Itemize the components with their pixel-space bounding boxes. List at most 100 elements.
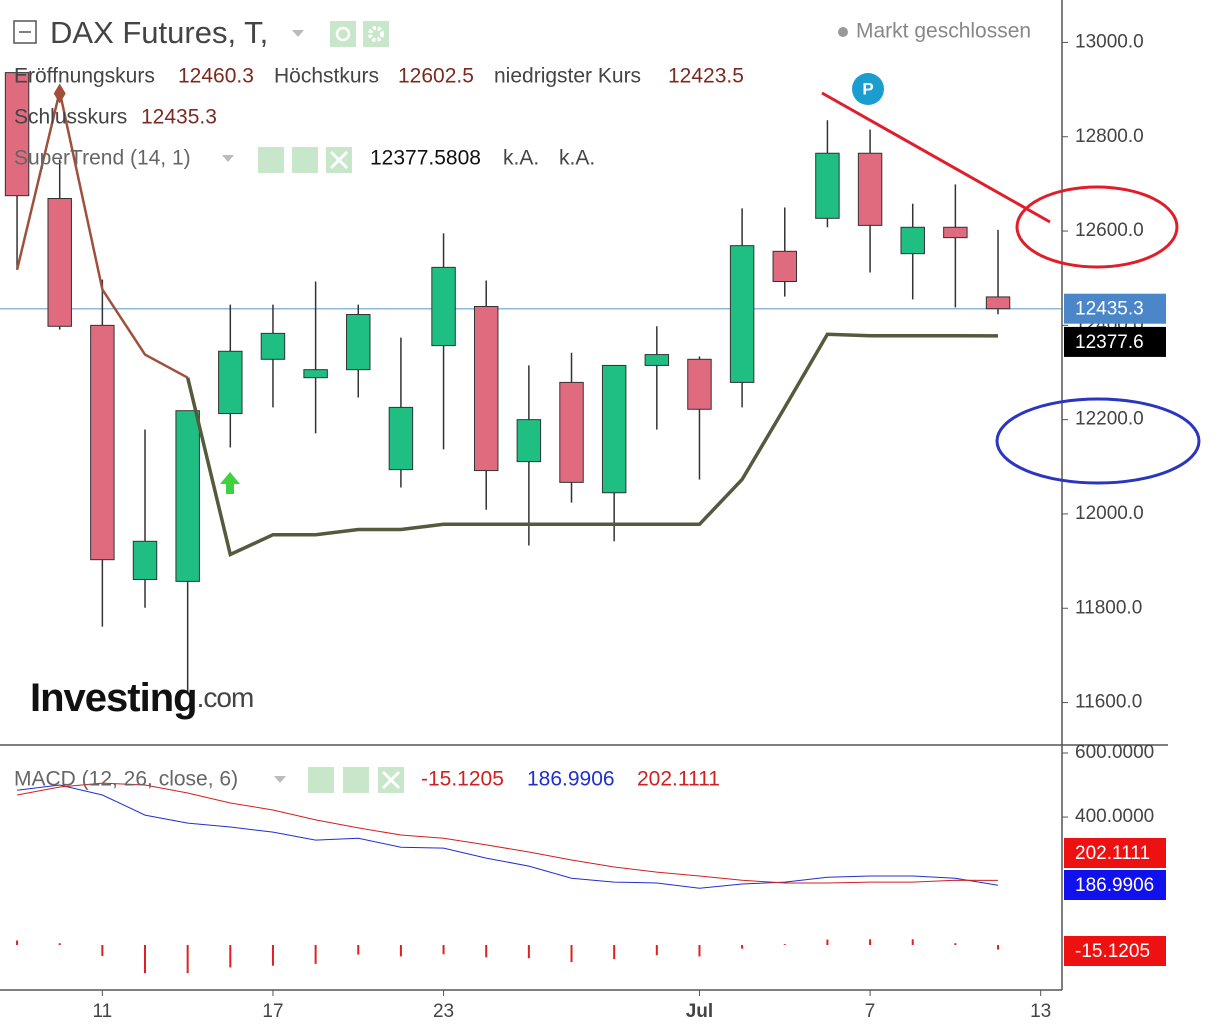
remove-glyph xyxy=(329,150,349,170)
candle-body xyxy=(943,226,968,239)
price-box xyxy=(1064,293,1166,324)
supertrend-extra: k.A. xyxy=(559,147,595,170)
y-tick-label: 12600.0 xyxy=(1075,220,1144,241)
open-label: Eröffnungskurs xyxy=(14,65,155,88)
drawn-ellipse xyxy=(1015,185,1179,269)
trend-change-marker xyxy=(53,83,66,104)
candle-body xyxy=(644,354,670,366)
y-tick-label: 12200.0 xyxy=(1075,409,1144,430)
candle-body xyxy=(900,226,925,255)
candle-body xyxy=(260,332,286,360)
dropdown-arrow[interactable] xyxy=(292,30,304,37)
x-tick-label: 11 xyxy=(92,1001,112,1022)
candle-body xyxy=(857,152,883,226)
x-tick-label: 17 xyxy=(262,1001,283,1022)
logo: Investing.com xyxy=(30,676,253,720)
x-tick-label: Jul xyxy=(686,1001,713,1022)
signal-box-label: 202.1111 xyxy=(1075,843,1150,864)
candle-body xyxy=(985,296,1011,310)
macd-y-tick-label: 400.0000 xyxy=(1075,806,1154,827)
x-tick-label: 23 xyxy=(433,1001,454,1022)
y-tick-label: 11600.0 xyxy=(1075,692,1142,713)
open-value: 12460.3 xyxy=(178,65,254,88)
remove-glyph xyxy=(381,770,401,790)
candle-body xyxy=(772,250,798,282)
settings-icon[interactable] xyxy=(343,767,369,793)
candle-body xyxy=(346,314,371,371)
buy-signal-arrow xyxy=(220,472,240,494)
y-tick-label: 13000.0 xyxy=(1075,31,1144,52)
status-dot xyxy=(838,27,848,37)
low-value: 12423.5 xyxy=(668,65,744,88)
eye-icon[interactable] xyxy=(258,147,284,173)
logo-main: Investing xyxy=(30,676,197,720)
supertrend-line xyxy=(185,332,999,557)
macd-value: 186.9906 xyxy=(527,768,615,791)
supertrend-icons[interactable] xyxy=(258,147,352,173)
badge-text: P xyxy=(862,79,873,98)
supertrend-box xyxy=(1064,326,1166,357)
candle-body xyxy=(687,358,712,410)
candle-body xyxy=(559,381,584,483)
market-status: Markt geschlossen xyxy=(856,20,1031,43)
close-label: Schlusskurs xyxy=(14,106,127,129)
high-value: 12602.5 xyxy=(398,65,474,88)
supertrend-label: SuperTrend (14, 1) xyxy=(14,147,191,170)
y-tick-label: 12800.0 xyxy=(1075,126,1144,147)
macd-line xyxy=(17,782,999,884)
badge[interactable] xyxy=(852,73,884,105)
macd-y-tick-label: 600.0000 xyxy=(1075,742,1154,763)
high-label: Höchstkurs xyxy=(274,65,379,88)
logo-suffix: .com xyxy=(197,682,254,713)
macd-label: MACD (12, 26, close, 6) xyxy=(14,768,238,791)
candle-body xyxy=(473,305,499,472)
candle-body xyxy=(132,540,158,580)
gear-glyph xyxy=(368,26,384,42)
supertrend-extra: k.A. xyxy=(503,147,539,170)
settings-icon[interactable] xyxy=(363,21,389,47)
low-label: niedrigster Kurs xyxy=(494,65,641,88)
macd-histogram-value: -15.1205 xyxy=(421,768,504,791)
chart-title: DAX Futures, T, xyxy=(50,15,268,50)
dropdown-arrow[interactable] xyxy=(274,776,286,783)
plot-layer xyxy=(0,72,1062,974)
macd-icons[interactable] xyxy=(308,767,404,793)
eye-icon[interactable] xyxy=(330,21,356,47)
candle-body xyxy=(175,410,200,582)
supertrend-value: 12377.5808 xyxy=(370,147,481,170)
candle-body xyxy=(303,369,328,379)
macd-line xyxy=(17,784,999,889)
histogram-box-label: -15.1205 xyxy=(1075,941,1150,962)
close-value: 12435.3 xyxy=(141,106,217,129)
macd-signal-value: 202.1111 xyxy=(637,768,720,791)
macd-box xyxy=(1064,870,1166,900)
x-tick-label: 13 xyxy=(1030,1001,1051,1022)
dropdown-arrow[interactable] xyxy=(222,155,234,162)
drawn-ellipse xyxy=(995,397,1201,485)
candle-body xyxy=(431,266,456,347)
eye-icon-glyph xyxy=(335,26,351,42)
settings-icon[interactable] xyxy=(292,147,318,173)
candle-body xyxy=(729,245,755,383)
candle-body xyxy=(601,364,627,494)
x-tick-label: 7 xyxy=(865,1001,876,1022)
candle-body xyxy=(90,324,115,561)
macd-box-label: 186.9906 xyxy=(1075,875,1154,896)
supertrend-line xyxy=(15,91,189,379)
trend-drawing xyxy=(821,91,1051,224)
title-icons[interactable] xyxy=(330,21,389,47)
y-tick-label: 11800.0 xyxy=(1075,597,1142,618)
eye-icon[interactable] xyxy=(308,767,334,793)
collapse-button[interactable] xyxy=(13,20,37,44)
y-tick-label: 12000.0 xyxy=(1075,503,1144,524)
candle-body xyxy=(516,419,542,463)
supertrend-box-label: 12377.6 xyxy=(1075,332,1144,353)
histogram-box xyxy=(1064,936,1166,966)
signal-box xyxy=(1064,838,1166,868)
price-box-label: 12435.3 xyxy=(1075,299,1144,320)
candle-body xyxy=(218,350,243,415)
candle-body xyxy=(815,152,840,219)
candle-body xyxy=(47,198,72,327)
